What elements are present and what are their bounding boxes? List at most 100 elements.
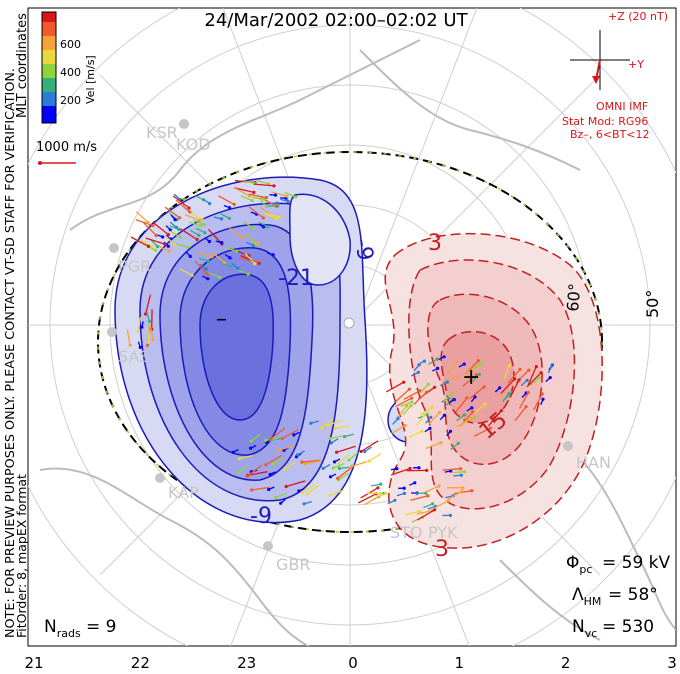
velocity-vector-origin xyxy=(347,458,351,462)
velocity-vector-origin xyxy=(187,206,191,210)
velocity-vector-origin xyxy=(436,366,440,370)
velocity-vector xyxy=(246,234,256,245)
velocity-vector xyxy=(169,225,180,231)
velocity-vector xyxy=(220,213,230,219)
velocity-vector-origin xyxy=(499,409,503,413)
dawn-cell xyxy=(384,232,603,549)
velocity-vector xyxy=(237,465,249,474)
fit-order-note: FitOrder: 8, mapEX format xyxy=(14,474,29,638)
velocity-vector-origin xyxy=(469,417,473,421)
velocity-vector-origin xyxy=(145,343,150,347)
velocity-vector-origin xyxy=(470,489,474,493)
colorbar-tick: 400 xyxy=(60,66,81,79)
velocity-vector-origin xyxy=(219,217,224,221)
velocity-vector-origin xyxy=(517,378,521,382)
velocity-vector-origin xyxy=(267,487,271,492)
velocity-vector-origin xyxy=(302,502,306,506)
velocity-vector-origin xyxy=(439,441,443,445)
colorbar-tick: 600 xyxy=(60,38,81,51)
velocity-vector xyxy=(514,406,527,422)
velocity-vector xyxy=(519,392,529,409)
velocity-vector xyxy=(417,509,435,521)
dawn-max-marker: + xyxy=(462,365,480,390)
velocity-vector xyxy=(408,430,422,438)
velocity-vector xyxy=(329,489,344,496)
velocity-vector-origin xyxy=(168,249,172,253)
velocity-vector xyxy=(402,405,412,416)
velocity-vector xyxy=(229,227,243,239)
velocity-vector xyxy=(368,453,382,462)
velocity-vector-origin xyxy=(203,231,207,235)
velocity-vector xyxy=(234,187,255,194)
colorbar-seg xyxy=(42,92,56,106)
colorbar-label: Vel [m/s] xyxy=(84,55,97,104)
velocity-vector-origin xyxy=(147,319,151,323)
velocity-vector-origin xyxy=(479,361,484,365)
velocity-vector xyxy=(225,246,237,252)
imf-model: Stat Mod: RG96 xyxy=(562,115,648,128)
velocity-vector-origin xyxy=(337,466,341,470)
x-tick-label: 0 xyxy=(348,654,358,672)
velocity-vector-origin xyxy=(250,199,254,203)
velocity-vector-origin xyxy=(550,364,554,368)
velocity-vector-origin xyxy=(178,235,182,239)
velocity-vector-origin xyxy=(271,462,275,466)
velocity-vector-origin xyxy=(275,216,279,221)
velocity-vector-origin xyxy=(269,437,273,441)
velocity-vector-origin xyxy=(228,256,232,260)
velocity-vector xyxy=(248,193,267,199)
velocity-vector xyxy=(462,374,477,387)
preview-note: NOTE: FOR PREVIEW PURPOSES ONLY. PLEASE … xyxy=(2,68,17,638)
velocity-vector xyxy=(194,194,204,201)
velocity-vector-origin xyxy=(188,254,192,258)
velocity-vector-origin xyxy=(300,460,304,464)
velocity-vector-origin xyxy=(363,449,367,454)
n-rads-value: = 9 xyxy=(86,617,116,637)
velocity-vector-origin xyxy=(222,261,227,265)
velocity-vector xyxy=(184,214,201,221)
velocity-vector-origin xyxy=(285,194,289,198)
velocity-vector xyxy=(143,222,157,237)
imf-source: OMNI IMF xyxy=(596,100,648,113)
velocity-vector xyxy=(179,268,193,276)
velocity-vector xyxy=(175,199,191,213)
velocity-vector-origin xyxy=(228,206,232,210)
velocity-vector-origin xyxy=(150,244,154,248)
velocity-vector-origin xyxy=(396,416,400,421)
velocity-vector xyxy=(410,495,428,501)
velocity-vector xyxy=(452,471,465,474)
velocity-vector xyxy=(447,490,463,500)
colorbar-seg xyxy=(42,12,56,22)
velocity-vector-origin xyxy=(284,484,288,489)
velocity-vector-origin xyxy=(350,464,354,468)
velocity-vector-origin xyxy=(309,421,313,425)
velocity-vector xyxy=(220,262,231,267)
velocity-vector-origin xyxy=(470,406,474,410)
velocity-vector-origin xyxy=(402,491,407,495)
velocity-vector-origin xyxy=(264,196,268,200)
velocity-vector xyxy=(246,464,262,477)
velocity-vector-origin xyxy=(197,233,201,237)
velocity-vector xyxy=(242,221,254,229)
contour-label: -21 xyxy=(278,266,314,291)
velocity-vector-origin xyxy=(337,461,341,465)
velocity-vector-origin xyxy=(280,436,285,440)
velocity-vector-origin xyxy=(413,481,417,485)
station-label: SAS xyxy=(118,347,150,366)
velocity-vector xyxy=(396,405,408,419)
velocity-vector-origin xyxy=(433,385,437,389)
velocity-vector-origin xyxy=(442,355,446,359)
velocity-vector-origin xyxy=(410,400,414,404)
velocity-vector-origin xyxy=(320,426,324,430)
velocity-vector-origin xyxy=(328,437,332,441)
station-label: HAN xyxy=(576,453,611,472)
velocity-vector-origin xyxy=(526,391,530,395)
contour-label: -9 xyxy=(250,504,272,529)
velocity-vector-origin xyxy=(402,380,406,384)
colorbar: 600 400 200 Vel [m/s] xyxy=(41,11,97,124)
velocity-vector xyxy=(425,442,442,450)
velocity-vector-origin xyxy=(236,266,240,270)
velocity-vector xyxy=(172,195,190,209)
velocity-vector xyxy=(242,179,255,185)
velocity-vector-origin xyxy=(198,224,202,228)
